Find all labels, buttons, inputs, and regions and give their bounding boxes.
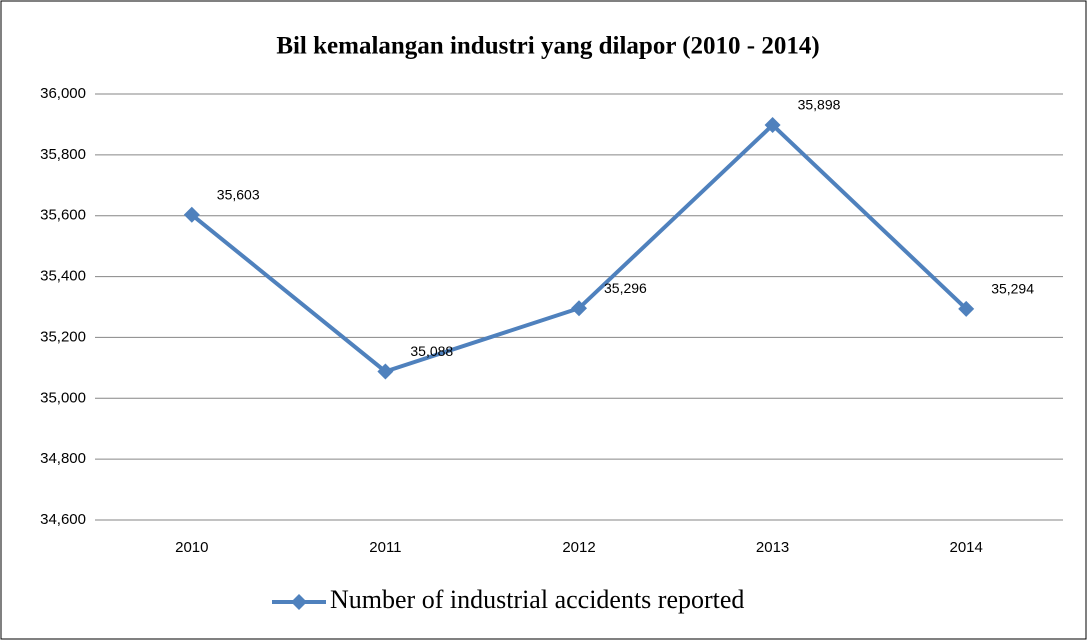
point-marker (764, 117, 781, 134)
y-tick-label: 34,600 (40, 511, 86, 528)
data-label: 35,296 (604, 280, 647, 296)
data-label: 35,294 (991, 281, 1034, 297)
point-marker (571, 300, 587, 317)
y-tick-label: 35,400 (40, 268, 86, 285)
legend-marker (291, 594, 307, 610)
x-tick-label: 2013 (756, 539, 789, 556)
x-tick-label: 2010 (175, 539, 208, 556)
y-tick-label: 35,600 (40, 207, 86, 224)
point-marker (958, 300, 975, 317)
x-tick-label: 2014 (950, 539, 983, 556)
x-tick-label: 2011 (369, 539, 401, 556)
y-tick-label: 34,800 (40, 450, 86, 467)
y-tick-label: 36,000 (40, 85, 86, 102)
point-marker (377, 363, 394, 380)
legend-label: Number of industrial accidents reported (330, 585, 744, 614)
data-label: 35,603 (217, 187, 260, 203)
chart-title: Bil kemalangan industri yang dilapor (20… (276, 33, 819, 60)
data-label: 35,898 (798, 97, 841, 113)
point-marker (183, 206, 200, 223)
data-label: 35,088 (410, 343, 453, 359)
y-tick-label: 35,000 (40, 389, 86, 406)
y-tick-label: 35,200 (40, 328, 86, 345)
x-tick-label: 2012 (562, 539, 595, 556)
y-tick-label: 35,800 (40, 146, 86, 163)
